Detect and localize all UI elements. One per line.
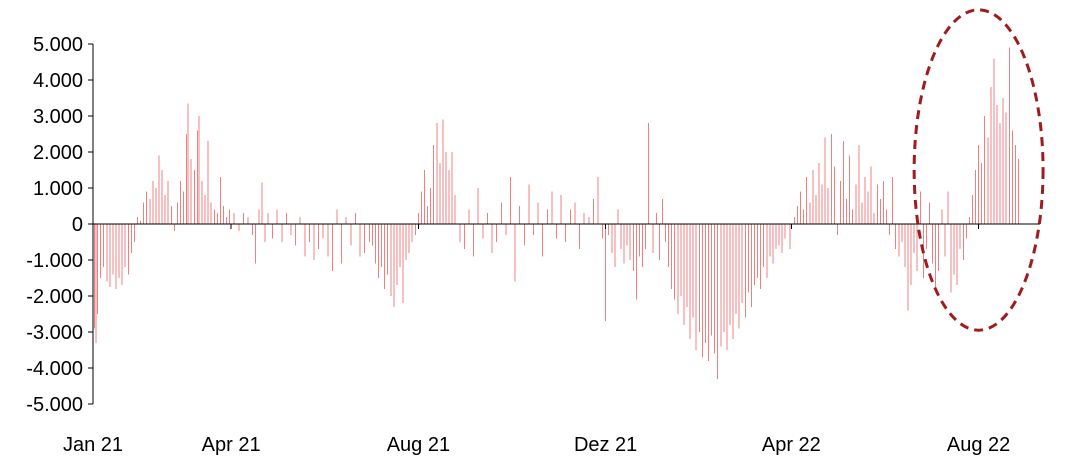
y-tick-label-4: 1.000 [33,178,83,200]
y-ticks-group: 5.000 4.000 3.000 2.000 1.000 0 -1.000 -2.000 -3… [26,34,93,416]
x-tick-label-1: Apr 21 [202,434,261,456]
y-tick-label-5: 0 [72,214,83,236]
y-tick-label-0: 5.000 [33,34,83,56]
x-tick-label-2: Aug 21 [387,434,450,456]
y-tick-label-9: -4.000 [26,358,83,380]
y-tick-label-6: -1.000 [26,250,83,272]
x-tick-label-3: Dez 21 [574,434,637,456]
x-tick-label-4: Apr 22 [762,434,821,456]
highlight-ellipse [912,8,1045,332]
y-tick-label-10: -5.000 [26,394,83,416]
bars-group [94,47,1020,379]
x-tick-label-5: Aug 22 [947,434,1010,456]
y-tick-label-7: -2.000 [26,286,83,308]
y-tick-label-3: 2.000 [33,142,83,164]
x-tick-label-0: Jan 21 [63,434,123,456]
x-ticks-group: Jan 21 Apr 21 Aug 21 Dez 21 Apr 22 Aug 22 [63,224,1010,456]
y-tick-label-1: 4.000 [33,70,83,92]
y-tick-label-2: 3.000 [33,106,83,128]
y-tick-label-8: -3.000 [26,322,83,344]
axes-group [92,44,1040,404]
